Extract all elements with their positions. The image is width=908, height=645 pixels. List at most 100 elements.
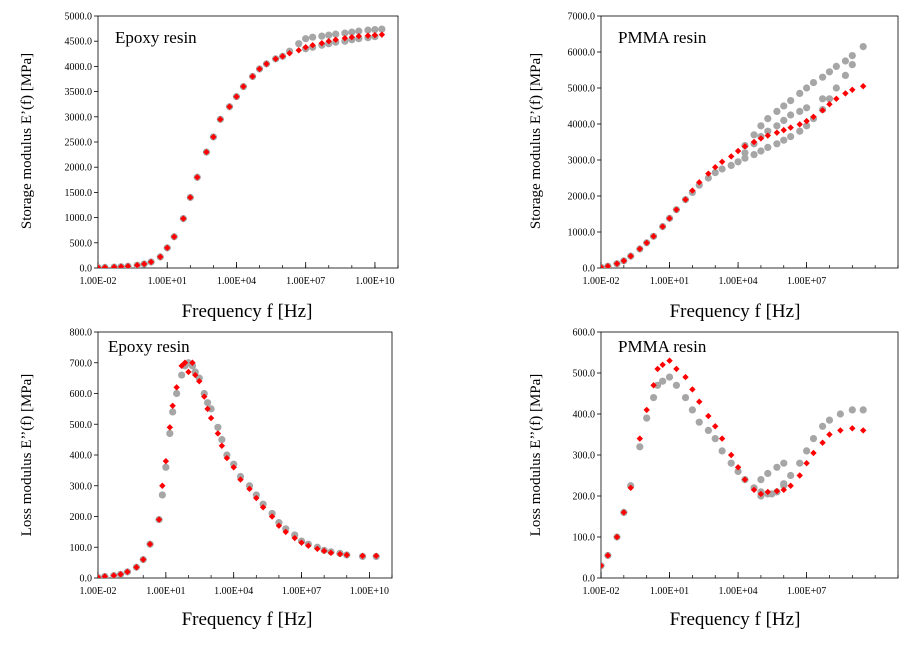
data-point-diamond — [101, 264, 109, 268]
data-point-diamond — [372, 552, 380, 560]
data-point-diamond — [773, 129, 781, 136]
data-point-diamond — [780, 126, 787, 134]
data-point-diamond — [249, 73, 256, 80]
data-point-circle — [780, 116, 788, 124]
plot-frame — [600, 15, 899, 269]
y-tick-label: 1000.0 — [65, 213, 93, 224]
data-point-diamond — [282, 528, 289, 536]
data-point-circle — [773, 463, 781, 471]
y-tick-label: 6000.0 — [568, 48, 596, 59]
data-point-diamond — [180, 215, 187, 222]
data-point-circle — [750, 151, 758, 159]
data-point-diamond — [309, 42, 316, 49]
data-point-circle — [787, 471, 795, 480]
data-point-circle — [780, 480, 788, 488]
data-point-diamond — [98, 574, 102, 578]
data-point-diamond — [295, 47, 302, 54]
data-point-diamond — [803, 460, 810, 467]
y-tick-label: 0.0 — [80, 574, 93, 585]
data-point-circle — [825, 95, 834, 103]
data-point-diamond — [764, 132, 772, 139]
data-point-diamond — [98, 264, 102, 268]
data-point-diamond — [741, 143, 749, 150]
data-point-circle — [355, 27, 363, 35]
x-axis-title: Frequency f [Hz] — [670, 609, 801, 630]
data-point-diamond — [643, 406, 650, 414]
data-point-diamond — [192, 371, 199, 379]
data-point-diamond — [173, 384, 180, 391]
data-point-diamond — [189, 359, 196, 366]
data-point-circle — [773, 140, 781, 148]
y-axis-title: Storage modulus E’(f) [MPa] — [19, 53, 35, 229]
data-point-diamond — [659, 361, 666, 368]
data-point-circle — [173, 389, 181, 398]
data-point-diamond — [849, 425, 856, 432]
data-point-diamond — [773, 487, 781, 495]
y-axis-title: Storage modulus E’(f) [MPa] — [528, 53, 544, 229]
y-tick-label: 200.0 — [70, 512, 93, 523]
data-point-circle — [803, 84, 811, 92]
data-point-diamond — [750, 138, 758, 146]
data-point-circle — [809, 79, 818, 87]
data-point-diamond — [223, 454, 231, 462]
x-tick-label: 1.00E+07 — [282, 586, 321, 597]
data-point-circle — [332, 30, 340, 38]
y-tick-label: 100.0 — [70, 543, 93, 554]
data-point-diamond — [146, 540, 154, 548]
data-point-diamond — [355, 32, 362, 40]
x-tick-label: 1.00E+07 — [286, 276, 325, 287]
data-point-circle — [859, 406, 867, 414]
data-point-diamond — [185, 368, 192, 376]
data-point-diamond — [650, 233, 657, 240]
x-tick-label: 1.00E-02 — [80, 586, 117, 597]
data-point-diamond — [826, 101, 833, 108]
data-point-diamond — [696, 179, 703, 186]
data-point-diamond — [636, 245, 644, 253]
data-point-diamond — [666, 357, 673, 364]
data-point-diamond — [613, 533, 621, 541]
x-tick-label: 1.00E+04 — [214, 586, 253, 597]
data-point-circle — [378, 25, 386, 33]
data-point-diamond — [842, 90, 849, 97]
series-fitted-red — [98, 31, 386, 268]
series-fitted-red — [98, 359, 380, 578]
data-point-circle — [764, 127, 772, 135]
data-point-diamond — [787, 124, 794, 131]
x-tick-label: 1.00E+01 — [650, 276, 689, 287]
data-point-diamond — [604, 552, 612, 559]
x-tick-label: 1.00E+10 — [355, 276, 394, 287]
panel-title: PMMA resin — [618, 28, 707, 47]
data-point-diamond — [826, 431, 833, 438]
x-tick-label: 1.00E-02 — [80, 276, 117, 287]
chart-pmma-storage-modulus: 1.00E-02 1.00E+01 1.00E+04 1.00E+07 0.0 1000.… — [528, 12, 899, 322]
data-point-diamond — [279, 53, 286, 60]
panel-title: PMMA resin — [618, 337, 707, 356]
data-point-diamond — [689, 386, 696, 393]
data-point-diamond — [757, 135, 765, 142]
y-tick-label: 4000.0 — [568, 120, 596, 131]
data-point-circle — [169, 408, 177, 416]
y-tick-label: 600.0 — [573, 328, 596, 339]
data-point-diamond — [256, 65, 263, 73]
y-tick-label: 800.0 — [70, 328, 93, 339]
data-point-circle — [348, 28, 356, 36]
x-tick-label: 1.00E+01 — [146, 586, 185, 597]
x-axis-title: Frequency f [Hz] — [670, 301, 801, 322]
x-tick-label: 1.00E+07 — [787, 586, 826, 597]
data-point-circle — [649, 394, 658, 402]
data-point-diamond — [810, 113, 817, 120]
data-point-circle — [848, 406, 856, 414]
data-point-diamond — [327, 549, 335, 556]
y-tick-label: 300.0 — [573, 451, 596, 462]
y-tick-label: 1000.0 — [568, 228, 596, 239]
data-point-circle — [636, 443, 644, 451]
y-tick-label: 0.0 — [583, 574, 596, 585]
data-point-diamond — [169, 402, 176, 409]
data-point-diamond — [650, 382, 657, 389]
data-point-circle — [796, 89, 804, 97]
data-point-circle — [836, 410, 844, 418]
data-point-diamond — [673, 206, 680, 213]
data-point-diamond — [341, 34, 349, 42]
data-point-circle — [757, 476, 765, 484]
y-tick-label: 0.0 — [80, 264, 93, 275]
